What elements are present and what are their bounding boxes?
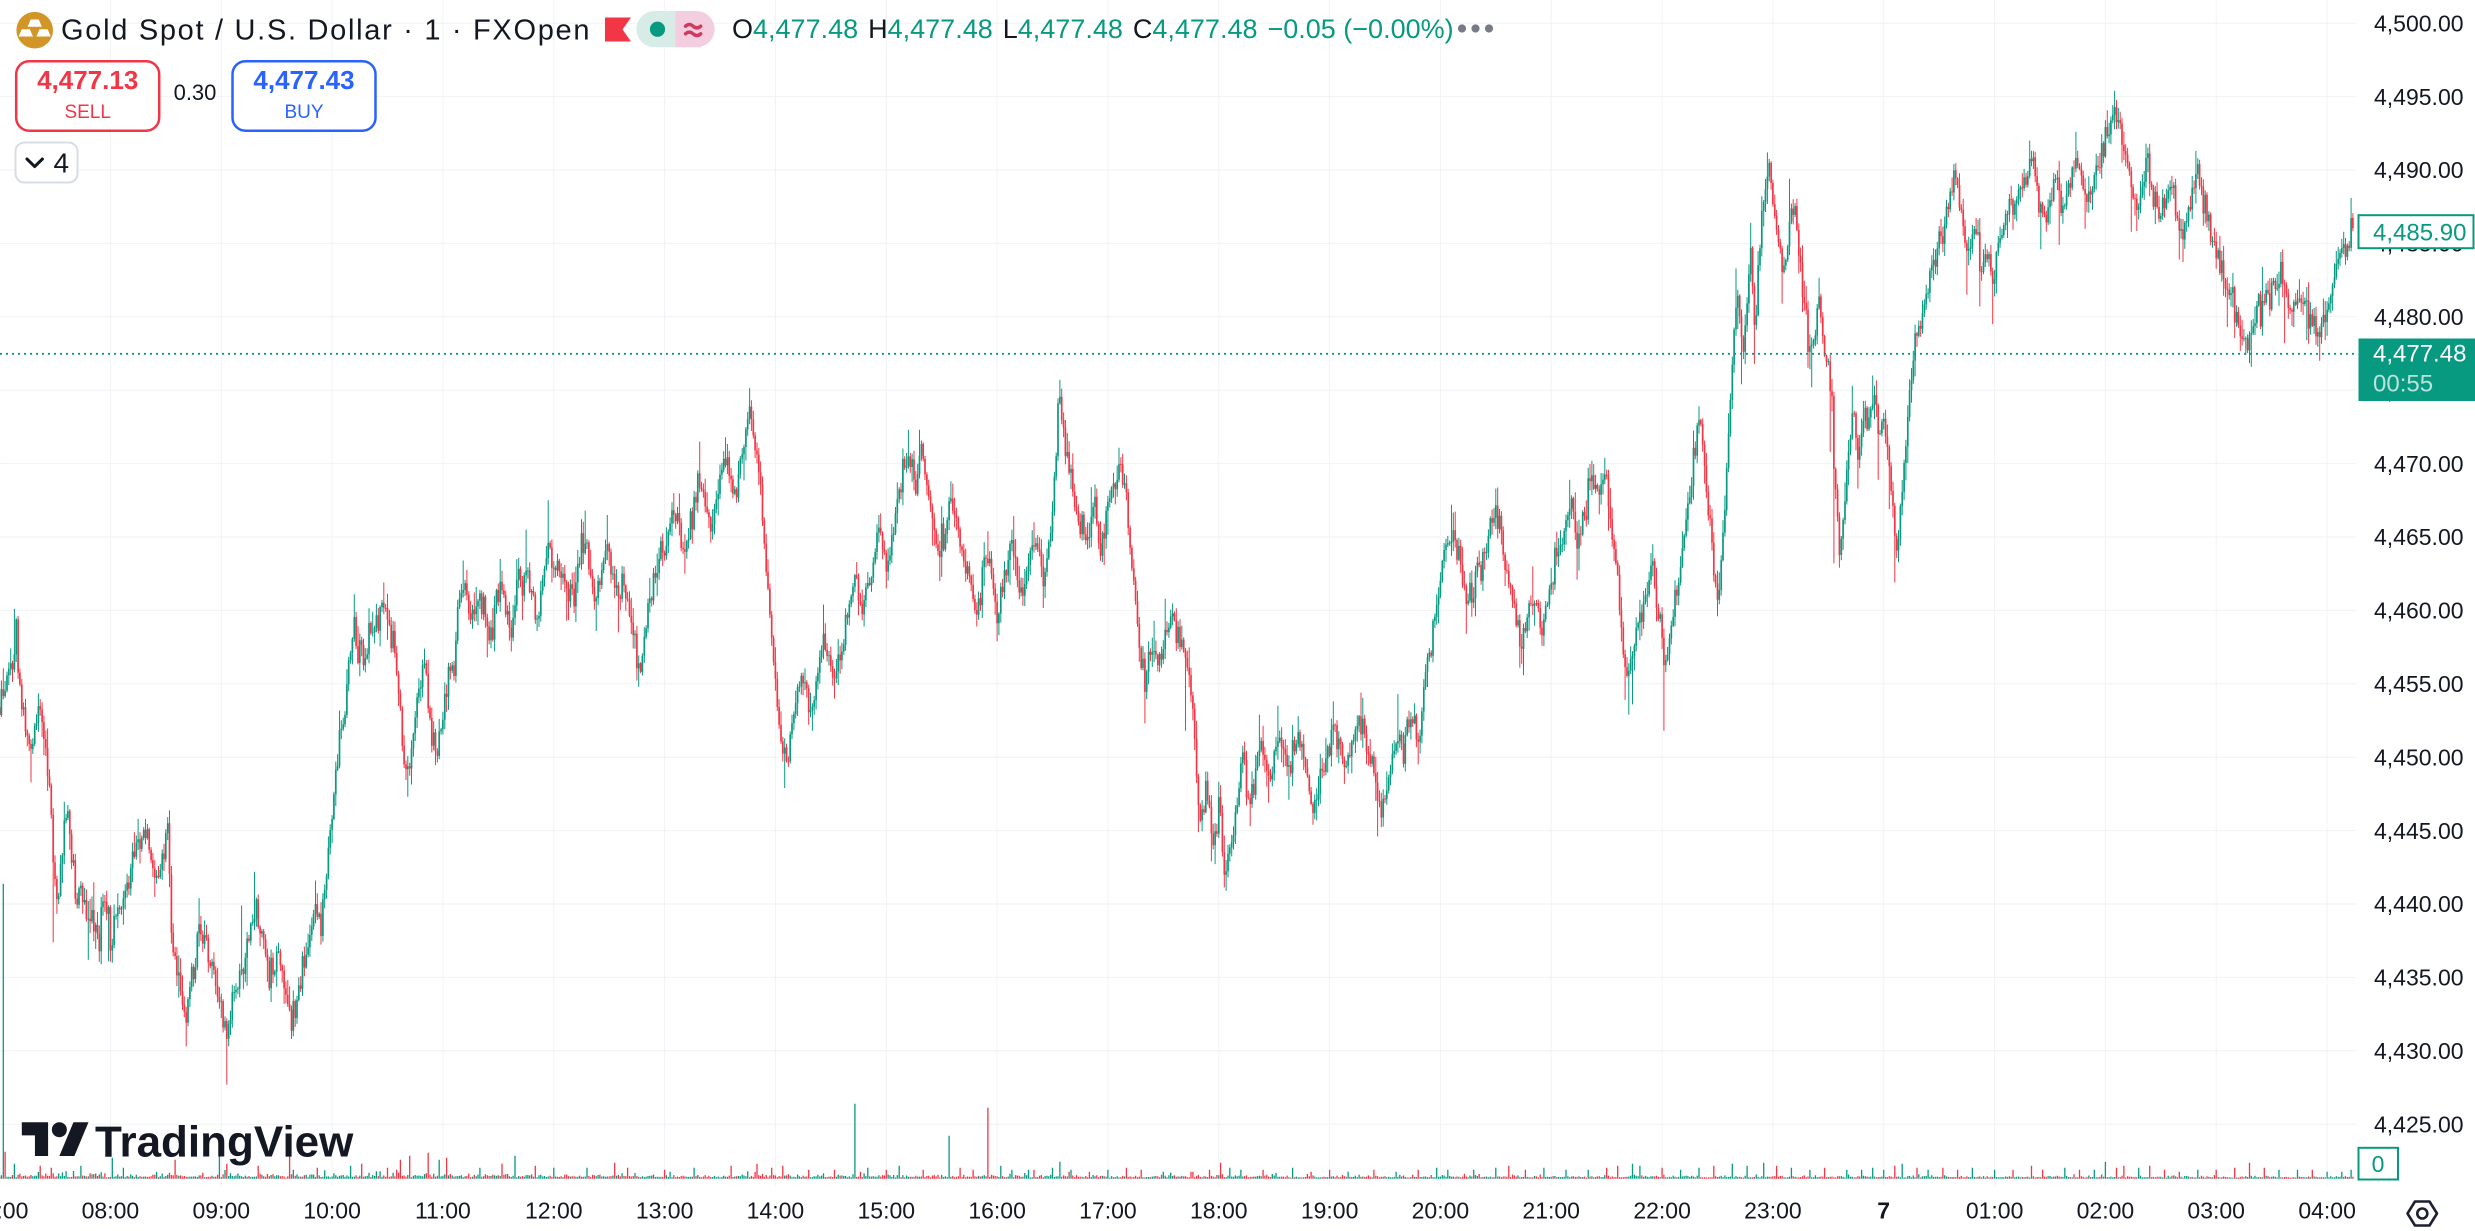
svg-text:4,490.00: 4,490.00 — [2374, 157, 2464, 183]
svg-text:19:00: 19:00 — [1301, 1197, 1359, 1223]
svg-text:00:55: 00:55 — [2373, 371, 2433, 398]
svg-text:4,445.00: 4,445.00 — [2374, 818, 2464, 844]
svg-text:4,455.00: 4,455.00 — [2374, 671, 2464, 697]
svg-text:02:00: 02:00 — [2077, 1197, 2135, 1223]
svg-text:4,477.43: 4,477.43 — [253, 65, 354, 95]
svg-text:4,495.00: 4,495.00 — [2374, 84, 2464, 110]
svg-text:08:00: 08:00 — [82, 1197, 140, 1223]
svg-text:18:00: 18:00 — [1190, 1197, 1248, 1223]
svg-text:13:00: 13:00 — [636, 1197, 694, 1223]
svg-text:Gold Spot / U.S. Dollar · 1 ·: Gold Spot / U.S. Dollar · 1 · FXOpen — [61, 15, 591, 47]
svg-text:4,435.00: 4,435.00 — [2374, 965, 2464, 991]
svg-text:01:00: 01:00 — [1966, 1197, 2024, 1223]
svg-text:TradingView: TradingView — [95, 1118, 354, 1167]
svg-text:20:00: 20:00 — [1412, 1197, 1470, 1223]
svg-text:17:00: 17:00 — [1079, 1197, 1137, 1223]
svg-text:4,440.00: 4,440.00 — [2374, 891, 2464, 917]
svg-text:4,425.00: 4,425.00 — [2374, 1111, 2464, 1137]
svg-text:16:00: 16:00 — [968, 1197, 1026, 1223]
svg-text:4,500.00: 4,500.00 — [2374, 10, 2464, 36]
svg-text:23:00: 23:00 — [1744, 1197, 1802, 1223]
svg-text:10:00: 10:00 — [303, 1197, 361, 1223]
svg-text:14:00: 14:00 — [747, 1197, 805, 1223]
svg-text:4: 4 — [54, 148, 70, 179]
svg-text:4,465.00: 4,465.00 — [2374, 524, 2464, 550]
svg-text:22:00: 22:00 — [1633, 1197, 1691, 1223]
svg-text:SELL: SELL — [64, 102, 110, 123]
svg-text:03:00: 03:00 — [2187, 1197, 2245, 1223]
svg-text:04:00: 04:00 — [2298, 1197, 2356, 1223]
svg-text:11:00: 11:00 — [415, 1197, 471, 1223]
svg-text:4,430.00: 4,430.00 — [2374, 1038, 2464, 1064]
svg-text:12:00: 12:00 — [525, 1197, 583, 1223]
svg-text:4,480.00: 4,480.00 — [2374, 304, 2464, 330]
svg-text:4,477.13: 4,477.13 — [37, 65, 138, 95]
svg-text:BUY: BUY — [284, 102, 323, 123]
svg-text:4,477.48: 4,477.48 — [2373, 341, 2466, 368]
svg-text:4,460.00: 4,460.00 — [2374, 598, 2464, 624]
svg-text:7: 7 — [1877, 1197, 1890, 1223]
svg-text:0: 0 — [2372, 1151, 2385, 1177]
svg-text:15:00: 15:00 — [858, 1197, 916, 1223]
svg-text:4,485.90: 4,485.90 — [2373, 220, 2466, 247]
svg-text:0.30: 0.30 — [174, 80, 217, 105]
svg-text:09:00: 09:00 — [193, 1197, 251, 1223]
svg-text:21:00: 21:00 — [1522, 1197, 1580, 1223]
svg-text:4,450.00: 4,450.00 — [2374, 744, 2464, 770]
svg-text:07:00: 07:00 — [0, 1197, 28, 1223]
svg-text:4,470.00: 4,470.00 — [2374, 451, 2464, 477]
